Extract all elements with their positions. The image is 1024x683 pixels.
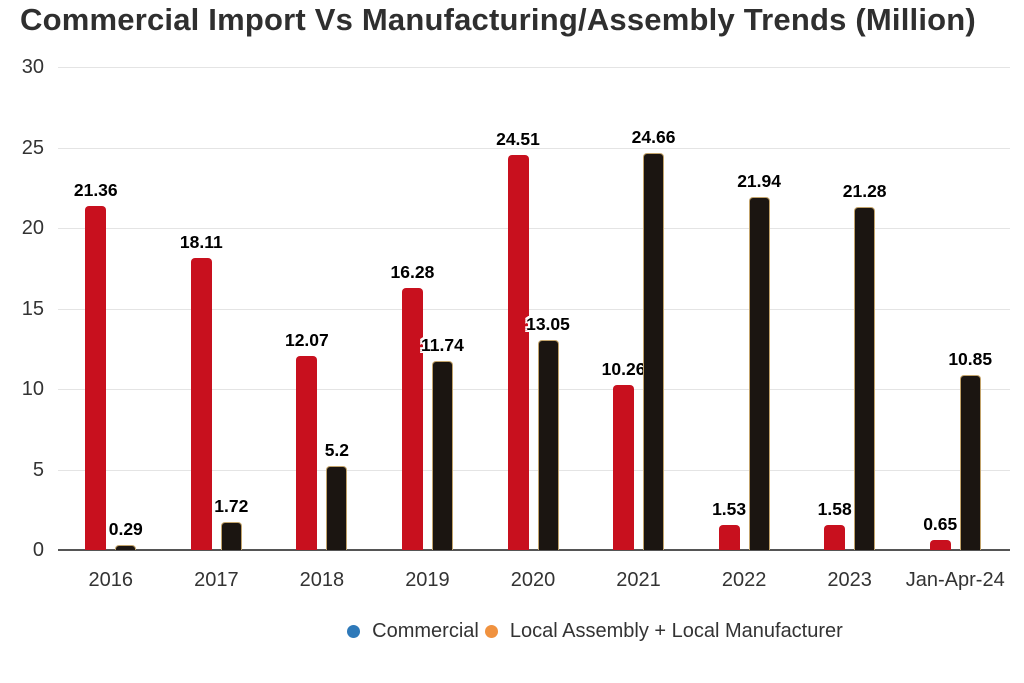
legend-label: Local Assembly + Local Manufacturer [509,620,843,642]
local-assembly-legend-dot-icon [484,625,498,638]
bar-commercial [929,539,951,550]
bar-local-assembly [326,466,348,550]
x-axis-label: 2016 [88,569,134,591]
bar-value-label: 1.72 [214,496,249,517]
y-axis-label: 20 [21,217,44,239]
bar-value-label: 13.05 [526,313,570,334]
x-axis-label: Jan-Apr-24 [905,569,1005,591]
y-axis-label: 25 [21,136,44,159]
bar-value-label: 18.11 [179,232,223,253]
bar-local-assembly [220,522,242,550]
bar-value-label: 1.58 [817,498,852,519]
legend-item-local-assembly: Local Assembly + Local Manufacturer [484,620,843,643]
chart-title: Commercial Import Vs Manufacturing/Assem… [20,2,976,37]
x-axis-label: 2017 [194,569,239,591]
bar-value-label: 24.66 [631,126,676,147]
bar-value-label: 10.85 [948,349,993,370]
gridline [58,389,1010,390]
bar-value-label: 16.28 [390,261,435,282]
x-axis-label: 2020 [510,569,556,591]
gridline [58,67,1010,68]
bar-commercial [190,258,212,550]
bar-value-label: 21.28 [842,181,887,202]
y-axis-label: 30 [21,56,44,78]
x-axis-label: 2019 [405,569,450,591]
bar-value-label: 0.65 [923,513,958,534]
bar-local-assembly [748,196,770,550]
bar-commercial [824,524,846,550]
bar-local-assembly [643,152,665,550]
y-axis-label: 15 [21,297,44,320]
gridline [58,147,1010,149]
chart-legend: Commercial Local Assembly + Local Manufac… [0,620,1024,643]
bar-local-assembly [537,339,559,550]
bar-commercial [507,155,529,550]
bar-value-label: 12.07 [284,329,329,350]
bar-value-label: 5.2 [324,440,350,461]
x-axis-label: 2018 [299,569,345,591]
x-axis-label: 2021 [616,569,661,591]
legend-label: Commercial [372,620,479,642]
gridline [58,469,1010,471]
bar-local-assembly [115,545,137,550]
bar-commercial [718,525,740,550]
bar-value-label: 21.94 [737,170,781,191]
bar-commercial [401,287,423,550]
bar-value-label: 1.53 [712,499,747,520]
x-axis-line [58,549,1010,551]
x-axis-label: 2023 [827,569,872,591]
bar-value-label: 21.36 [73,180,118,201]
gridline [58,308,1010,310]
y-axis-label: 10 [21,378,44,400]
bar-value-label: 11.74 [421,334,464,355]
x-axis-label: 2022 [721,569,767,591]
gridline [58,228,1010,229]
bar-value-label: 0.29 [108,519,143,540]
bar-local-assembly [431,360,453,550]
bar-commercial [85,206,107,550]
bar-value-label: 10.26 [601,358,646,379]
bar-local-assembly [854,207,876,550]
bar-value-label: 24.51 [496,129,540,150]
bar-commercial [613,384,635,550]
bar-commercial [296,355,318,550]
legend-item-commercial: Commercial [347,620,479,643]
commercial-legend-dot-icon [347,625,361,638]
y-axis-label: 0 [32,539,44,561]
y-axis-label: 5 [32,458,44,481]
bar-local-assembly [959,375,981,550]
